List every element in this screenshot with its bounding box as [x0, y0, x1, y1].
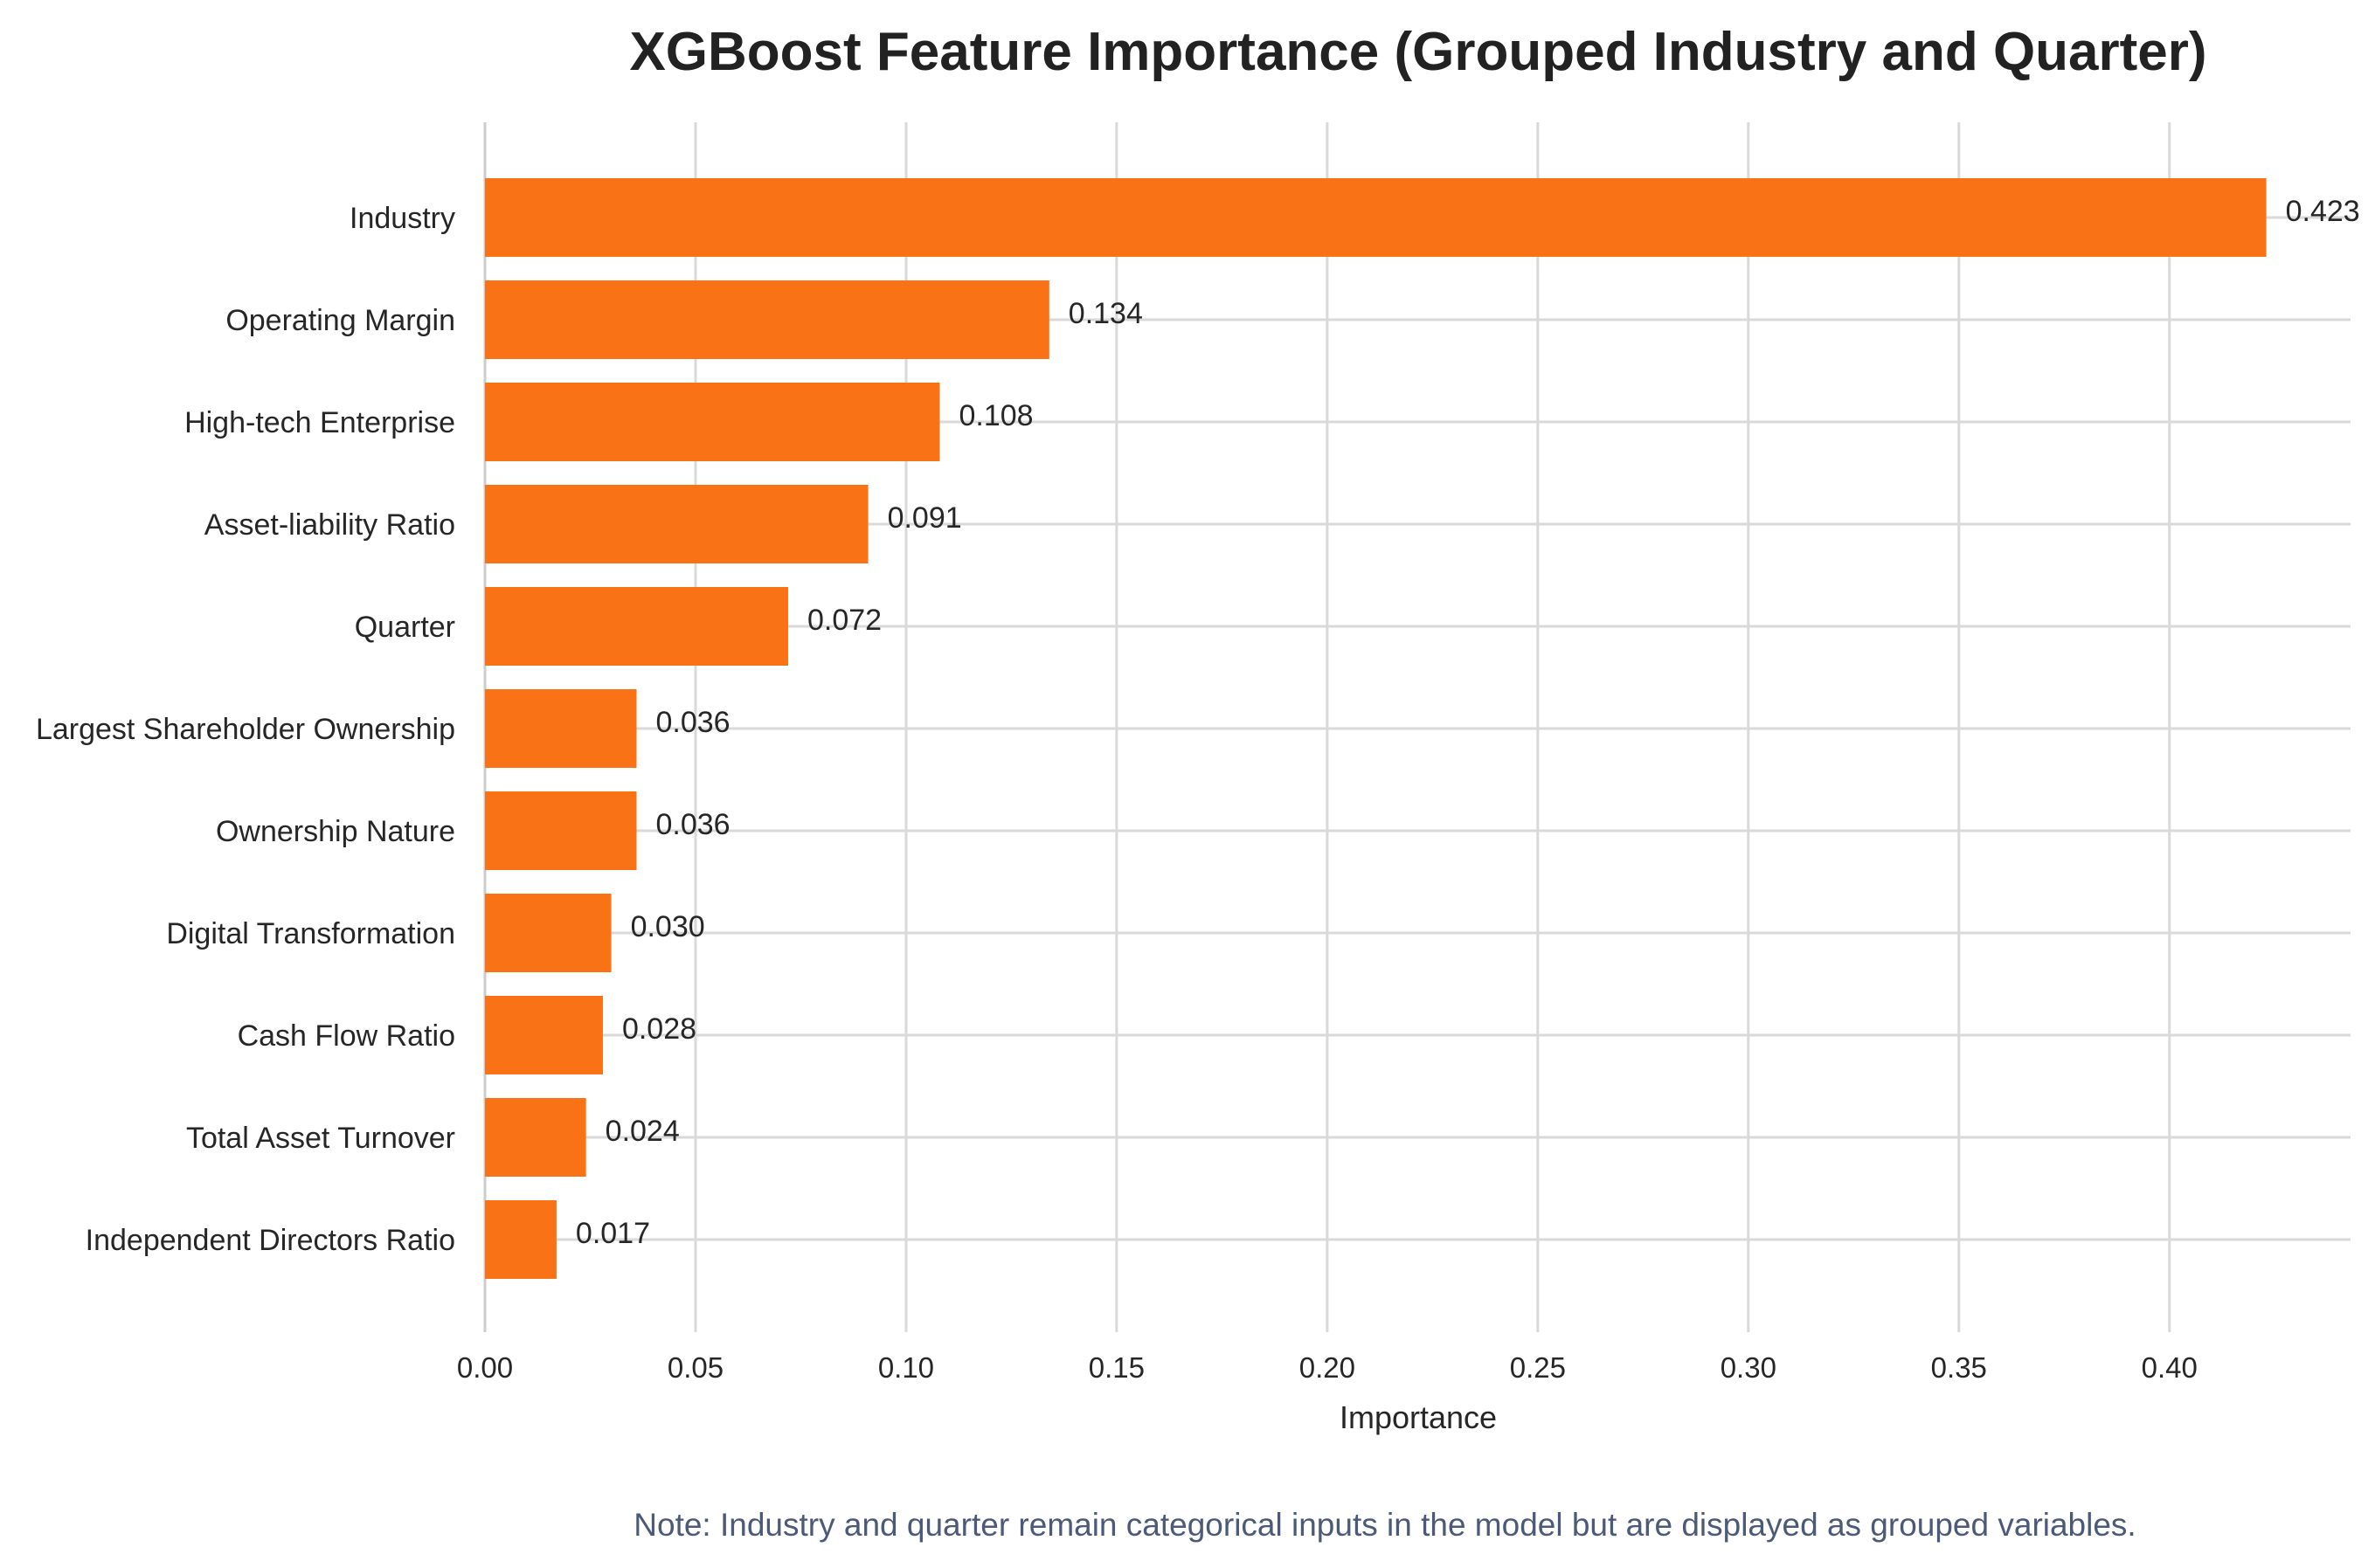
- x-tick-label: 0.20: [1299, 1351, 1355, 1384]
- bar: [485, 996, 603, 1074]
- x-axis-label: Importance: [1340, 1399, 1497, 1435]
- value-label: 0.024: [606, 1115, 680, 1148]
- category-label: Asset-liability Ratio: [204, 508, 455, 542]
- category-label: Operating Margin: [225, 304, 455, 337]
- category-label: Ownership Nature: [216, 815, 455, 848]
- category-label: Independent Directors Ratio: [86, 1224, 455, 1257]
- value-label: 0.036: [655, 808, 730, 841]
- value-label: 0.134: [1069, 297, 1143, 330]
- bar: [485, 1200, 557, 1279]
- value-label: 0.028: [622, 1012, 696, 1046]
- bars: [485, 178, 2267, 1279]
- category-label: Quarter: [355, 611, 455, 644]
- x-tick-label: 0.25: [1510, 1351, 1566, 1384]
- x-tick-label: 0.05: [668, 1351, 724, 1384]
- value-label: 0.108: [959, 399, 1033, 432]
- value-label: 0.091: [888, 501, 962, 535]
- category-label: Cash Flow Ratio: [238, 1019, 455, 1053]
- value-label: 0.072: [807, 604, 882, 637]
- category-label: Digital Transformation: [166, 917, 455, 950]
- category-label: High-tech Enterprise: [184, 406, 455, 439]
- category-label: Total Asset Turnover: [186, 1122, 455, 1155]
- x-tick-label: 0.00: [457, 1351, 513, 1384]
- bar: [485, 587, 788, 666]
- category-label: Largest Shareholder Ownership: [36, 713, 455, 746]
- chart-title: XGBoost Feature Importance (Grouped Indu…: [629, 22, 2206, 82]
- x-tick-label: 0.15: [1089, 1351, 1145, 1384]
- x-tick-label: 0.35: [1931, 1351, 1987, 1384]
- x-axis-ticks: 0.00 0.05 0.10 0.15 0.20 0.25 0.30 0.35 0.40: [457, 1351, 2198, 1384]
- bar: [485, 791, 637, 870]
- value-label: 0.030: [631, 910, 705, 943]
- value-label: 0.017: [576, 1217, 650, 1250]
- chart-note: Note: Industry and quarter remain catego…: [634, 1507, 2136, 1543]
- bar: [485, 383, 940, 461]
- bar: [485, 280, 1049, 359]
- bar: [485, 1098, 586, 1177]
- bar: [485, 485, 869, 563]
- x-tick-label: 0.40: [2142, 1351, 2198, 1384]
- bar: [485, 689, 637, 768]
- value-label: 0.423: [2286, 195, 2360, 228]
- category-labels: Industry Operating Margin High-tech Enterp…: [36, 202, 455, 1257]
- category-label: Industry: [350, 202, 455, 235]
- x-tick-label: 0.30: [1721, 1351, 1776, 1384]
- value-label: 0.036: [655, 706, 730, 739]
- value-labels: 0.423 0.134 0.108 0.091 0.072 0.036 0.036 0.030…: [576, 195, 2360, 1250]
- bar: [485, 178, 2267, 257]
- x-tick-label: 0.10: [878, 1351, 934, 1384]
- bar: [485, 894, 612, 972]
